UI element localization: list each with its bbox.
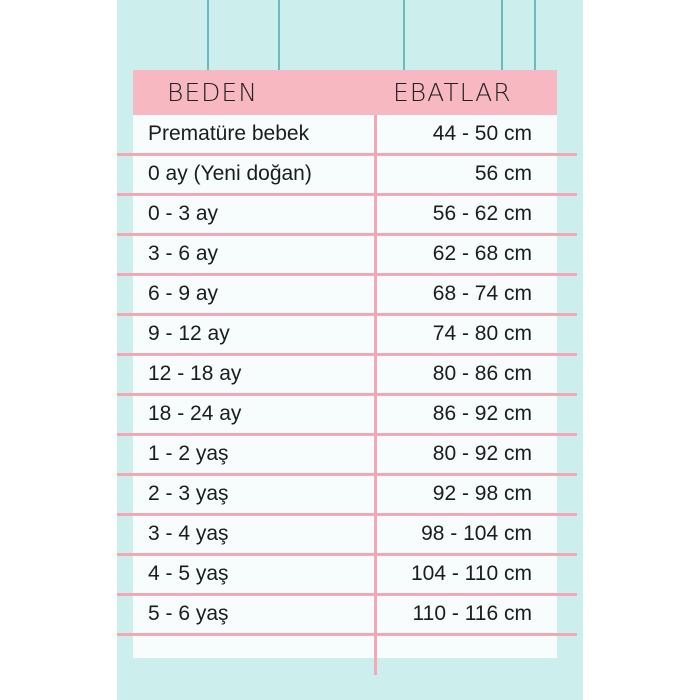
row-divider bbox=[117, 233, 577, 236]
row-divider bbox=[117, 473, 577, 476]
row-divider bbox=[117, 433, 577, 436]
hanging-string bbox=[207, 0, 209, 70]
size-cell: 4 - 5 yaş bbox=[148, 562, 229, 585]
size-cell: 0 ay (Yeni doğan) bbox=[148, 162, 312, 185]
row-divider bbox=[117, 353, 577, 356]
size-chart-table: BEDEN EBATLAR bbox=[133, 70, 557, 658]
hanging-string bbox=[278, 0, 280, 70]
row-divider bbox=[117, 513, 577, 516]
row-divider bbox=[117, 193, 577, 196]
row-divider bbox=[117, 553, 577, 556]
size-cell: 3 - 4 yaş bbox=[148, 522, 229, 545]
measurement-cell: 62 - 68 cm bbox=[432, 242, 532, 265]
measurement-cell: 86 - 92 cm bbox=[432, 402, 532, 425]
row-divider bbox=[117, 273, 577, 276]
size-cell: 0 - 3 ay bbox=[148, 202, 219, 225]
hanging-string bbox=[403, 0, 405, 70]
measurement-cell: 98 - 104 cm bbox=[421, 522, 532, 545]
hanging-string bbox=[501, 0, 503, 70]
row-divider bbox=[117, 633, 577, 636]
size-cell: 3 - 6 ay bbox=[148, 242, 219, 265]
measurement-cell: 92 - 98 cm bbox=[432, 482, 532, 505]
measurement-cell: 74 - 80 cm bbox=[432, 322, 532, 345]
size-cell: 9 - 12 ay bbox=[148, 322, 230, 345]
measurement-cell: 104 - 110 cm bbox=[410, 562, 532, 585]
size-cell: 1 - 2 yaş bbox=[148, 442, 229, 465]
size-cell: 12 - 18 ay bbox=[148, 362, 242, 385]
size-cell: 18 - 24 ay bbox=[148, 402, 242, 425]
measurement-cell: 80 - 86 cm bbox=[432, 362, 532, 385]
header-measurement: EBATLAR bbox=[393, 78, 512, 107]
size-cell: 6 - 9 ay bbox=[148, 282, 219, 305]
size-cell: Prematüre bebek bbox=[148, 122, 310, 145]
measurement-cell: 68 - 74 cm bbox=[432, 282, 532, 305]
row-divider bbox=[117, 153, 577, 156]
measurement-cell: 80 - 92 cm bbox=[432, 442, 532, 465]
header-size: BEDEN bbox=[167, 78, 258, 107]
row-divider bbox=[117, 313, 577, 316]
measurement-cell: 110 - 116 cm bbox=[412, 602, 532, 625]
size-cell: 5 - 6 yaş bbox=[148, 602, 229, 625]
hanging-string bbox=[534, 0, 536, 70]
measurement-cell: 56 cm bbox=[474, 162, 532, 185]
table-header: BEDEN EBATLAR bbox=[133, 70, 557, 115]
measurement-cell: 44 - 50 cm bbox=[432, 122, 532, 145]
measurement-cell: 56 - 62 cm bbox=[432, 202, 532, 225]
row-divider bbox=[117, 393, 577, 396]
row-divider bbox=[117, 593, 577, 596]
size-cell: 2 - 3 yaş bbox=[148, 482, 229, 505]
